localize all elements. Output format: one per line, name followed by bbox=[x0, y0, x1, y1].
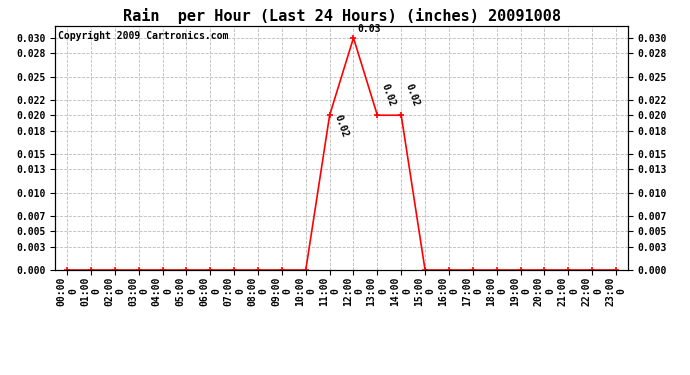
Text: 0.03: 0.03 bbox=[357, 24, 381, 34]
Text: Copyright 2009 Cartronics.com: Copyright 2009 Cartronics.com bbox=[58, 31, 228, 41]
Title: Rain  per Hour (Last 24 Hours) (inches) 20091008: Rain per Hour (Last 24 Hours) (inches) 2… bbox=[123, 8, 560, 24]
Text: 0.02: 0.02 bbox=[404, 82, 421, 108]
Text: 0.02: 0.02 bbox=[332, 113, 349, 138]
Text: 0.02: 0.02 bbox=[380, 82, 397, 108]
